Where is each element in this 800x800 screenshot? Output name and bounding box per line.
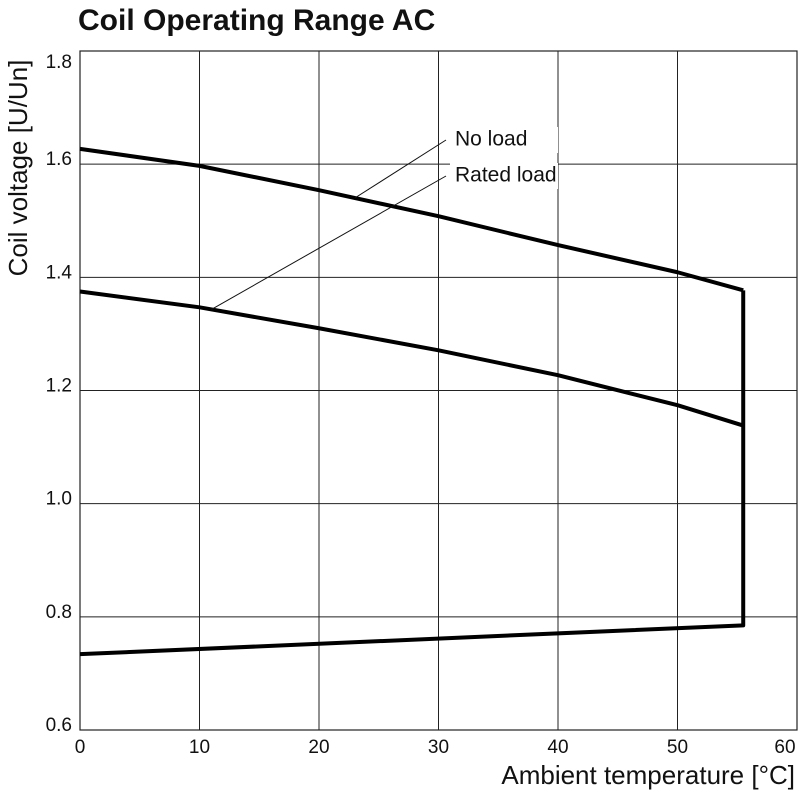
x-tick-label: 0	[75, 737, 86, 758]
series-label: Rated load	[455, 164, 557, 187]
y-tick-label: 1.2	[46, 376, 72, 397]
x-tick-label: 40	[547, 737, 568, 758]
series-line	[79, 146, 744, 293]
y-tick-label: 1.4	[46, 262, 73, 283]
leader-line	[211, 175, 447, 310]
series-label: No load	[455, 128, 527, 151]
chart-title: Coil Operating Range AC	[78, 4, 435, 37]
x-tick-label: 20	[308, 737, 329, 758]
x-tick-label: 60	[774, 737, 795, 758]
y-tick-label: 0.6	[46, 715, 72, 736]
label-background	[450, 163, 558, 189]
y-tick-label: 1.0	[46, 489, 72, 510]
series-line	[79, 290, 746, 657]
x-tick-label: 30	[428, 737, 449, 758]
y-tick-label: 1.6	[46, 149, 72, 170]
x-tick-label: 50	[667, 737, 688, 758]
y-tick-label: 0.8	[46, 602, 72, 623]
series-line	[79, 289, 744, 428]
y-tick-label: 1.8	[46, 52, 72, 73]
leader-line	[354, 139, 447, 199]
y-axis-label: Coil voltage [U/Un]	[3, 60, 33, 277]
label-background	[450, 127, 558, 153]
x-axis-label: Ambient temperature [°C]	[501, 760, 795, 790]
x-tick-label: 10	[189, 737, 210, 758]
